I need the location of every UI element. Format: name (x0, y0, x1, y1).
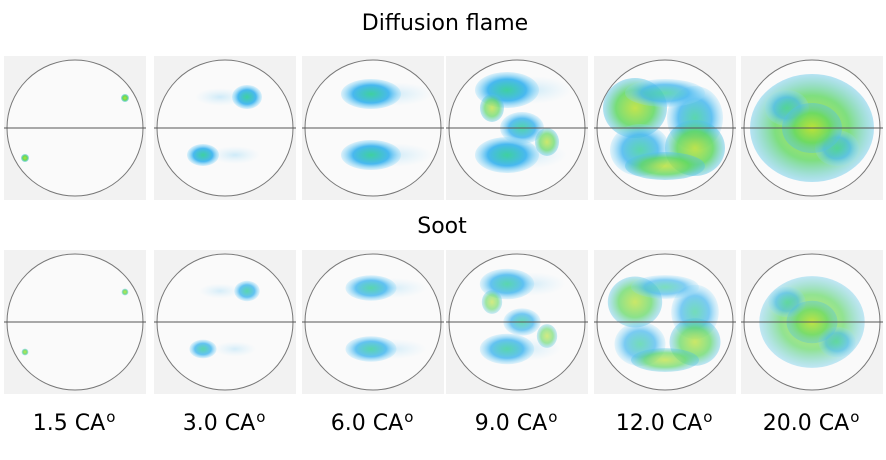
panel (446, 250, 588, 394)
flame-blob (475, 137, 539, 173)
column-label: 9.0 CA (475, 411, 547, 436)
flame-blob (210, 146, 260, 164)
flame-blob (195, 88, 245, 106)
panel (594, 250, 736, 394)
flame-blob (480, 94, 504, 122)
panel (154, 56, 296, 200)
column-label-sup: o (703, 408, 712, 426)
panel (154, 250, 296, 394)
flame-blob (213, 341, 257, 357)
flame-blob (631, 275, 699, 299)
column-label: 3.0 CA (183, 411, 255, 436)
flame-blob (631, 348, 699, 372)
column-label-sup: o (106, 408, 115, 426)
flame-blob (345, 336, 397, 362)
column-label: 12.0 CA (616, 411, 702, 436)
column-label: 1.5 CA (33, 411, 105, 436)
panel (446, 56, 588, 200)
column-label-sup: o (404, 408, 413, 426)
panel (741, 250, 883, 394)
flame-blob (121, 288, 129, 296)
flame-blob (21, 154, 29, 162)
column-label-sup: o (850, 408, 859, 426)
flame-blob (625, 152, 705, 180)
column-label-sup: o (256, 408, 265, 426)
flame-blob (345, 275, 397, 301)
panel (4, 56, 146, 200)
panel (4, 250, 146, 394)
flame-blob (187, 144, 219, 166)
flame-blob (341, 140, 401, 170)
column-label-sup: o (548, 408, 557, 426)
flame-blob (21, 348, 29, 356)
panel (302, 56, 444, 200)
column-label: 20.0 CA (763, 411, 849, 436)
flame-blob (535, 128, 559, 156)
flame-blob (536, 324, 558, 348)
panel (302, 250, 444, 394)
flame-blob (341, 79, 401, 109)
flame-blob (479, 333, 535, 365)
column-label: 6.0 CA (331, 411, 403, 436)
flame-blob (234, 280, 260, 302)
panel (594, 56, 736, 200)
row-title: Soot (417, 214, 467, 239)
flame-blob (625, 79, 705, 107)
flame-blob (481, 290, 503, 314)
flame-blob (232, 85, 262, 109)
panel (741, 56, 883, 200)
flame-blob (121, 94, 129, 102)
flame-blob (198, 283, 242, 299)
flame-blob (189, 339, 217, 359)
row-title: Diffusion flame (362, 11, 528, 36)
